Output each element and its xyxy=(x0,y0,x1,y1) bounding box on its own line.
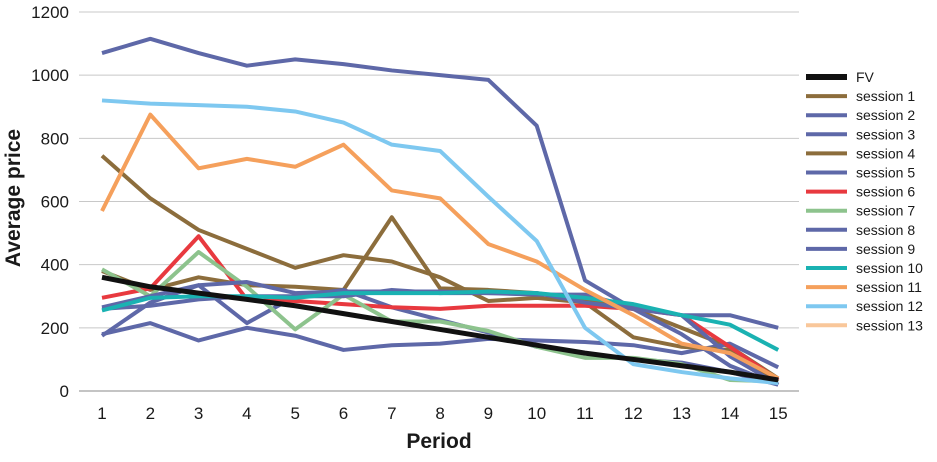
series-line-session-1 xyxy=(101,215,780,381)
x-tick-label: 11 xyxy=(576,404,594,423)
x-tick-label: 14 xyxy=(720,404,739,423)
legend: FV session 1 session 2 session 3 session 4 se… xyxy=(806,69,923,333)
legend-label-session-4: session 4 xyxy=(856,145,915,161)
y-tick-label: 400 xyxy=(41,256,69,275)
y-tick-label: 1000 xyxy=(31,66,69,85)
legend-label-session-9: session 9 xyxy=(856,241,915,257)
y-axis-title: Average price xyxy=(2,129,25,267)
x-tick-label: 13 xyxy=(672,404,691,423)
gridlines xyxy=(79,11,799,392)
legend-label-session-11: session 11 xyxy=(856,279,922,295)
series-line-session-11 xyxy=(100,112,780,381)
y-tick-label: 1200 xyxy=(31,3,69,22)
x-tick-label: 2 xyxy=(146,404,155,423)
legend-label-fv: FV xyxy=(856,69,875,85)
x-axis-ticks: 1 2 3 4 5 6 7 8 9 10 11 12 13 14 15 xyxy=(97,404,787,423)
legend-label-session-13: session 13 xyxy=(856,317,923,333)
x-tick-label: 4 xyxy=(242,404,251,423)
legend-label-session-6: session 6 xyxy=(856,184,915,200)
legend-label-session-10: session 10 xyxy=(856,260,923,276)
legend-label-session-12: session 12 xyxy=(856,298,923,314)
x-tick-label: 7 xyxy=(387,404,396,423)
series-lines xyxy=(100,36,780,387)
legend-label-session-7: session 7 xyxy=(856,203,915,219)
legend-label-session-3: session 3 xyxy=(856,126,915,142)
x-tick-label: 9 xyxy=(484,404,493,423)
x-axis-title: Period xyxy=(406,430,471,453)
legend-label-session-1: session 1 xyxy=(856,88,915,104)
y-axis-ticks: 0 200 400 600 800 1000 1200 xyxy=(31,3,69,401)
x-tick-label: 5 xyxy=(290,404,299,423)
y-tick-label: 600 xyxy=(41,193,69,212)
series-line-fv xyxy=(101,274,779,383)
legend-label-session-5: session 5 xyxy=(856,165,915,181)
series-line-session-7 xyxy=(101,250,779,384)
series-line-session-12 xyxy=(101,98,779,386)
legend-label-session-8: session 8 xyxy=(856,222,915,238)
y-tick-label: 800 xyxy=(41,129,69,148)
series-line-session-2 xyxy=(101,36,779,387)
x-tick-label: 3 xyxy=(194,404,203,423)
series-line-session-3 xyxy=(101,321,780,370)
x-tick-label: 15 xyxy=(769,404,788,423)
y-tick-label: 200 xyxy=(41,319,69,338)
x-tick-label: 10 xyxy=(527,404,546,423)
x-tick-label: 6 xyxy=(339,404,348,423)
x-tick-label: 1 xyxy=(97,404,106,423)
legend-label-session-2: session 2 xyxy=(856,107,915,123)
x-tick-label: 8 xyxy=(435,404,444,423)
y-tick-label: 0 xyxy=(60,382,69,401)
series-line-session-4 xyxy=(100,154,780,384)
x-tick-label: 12 xyxy=(624,404,643,423)
